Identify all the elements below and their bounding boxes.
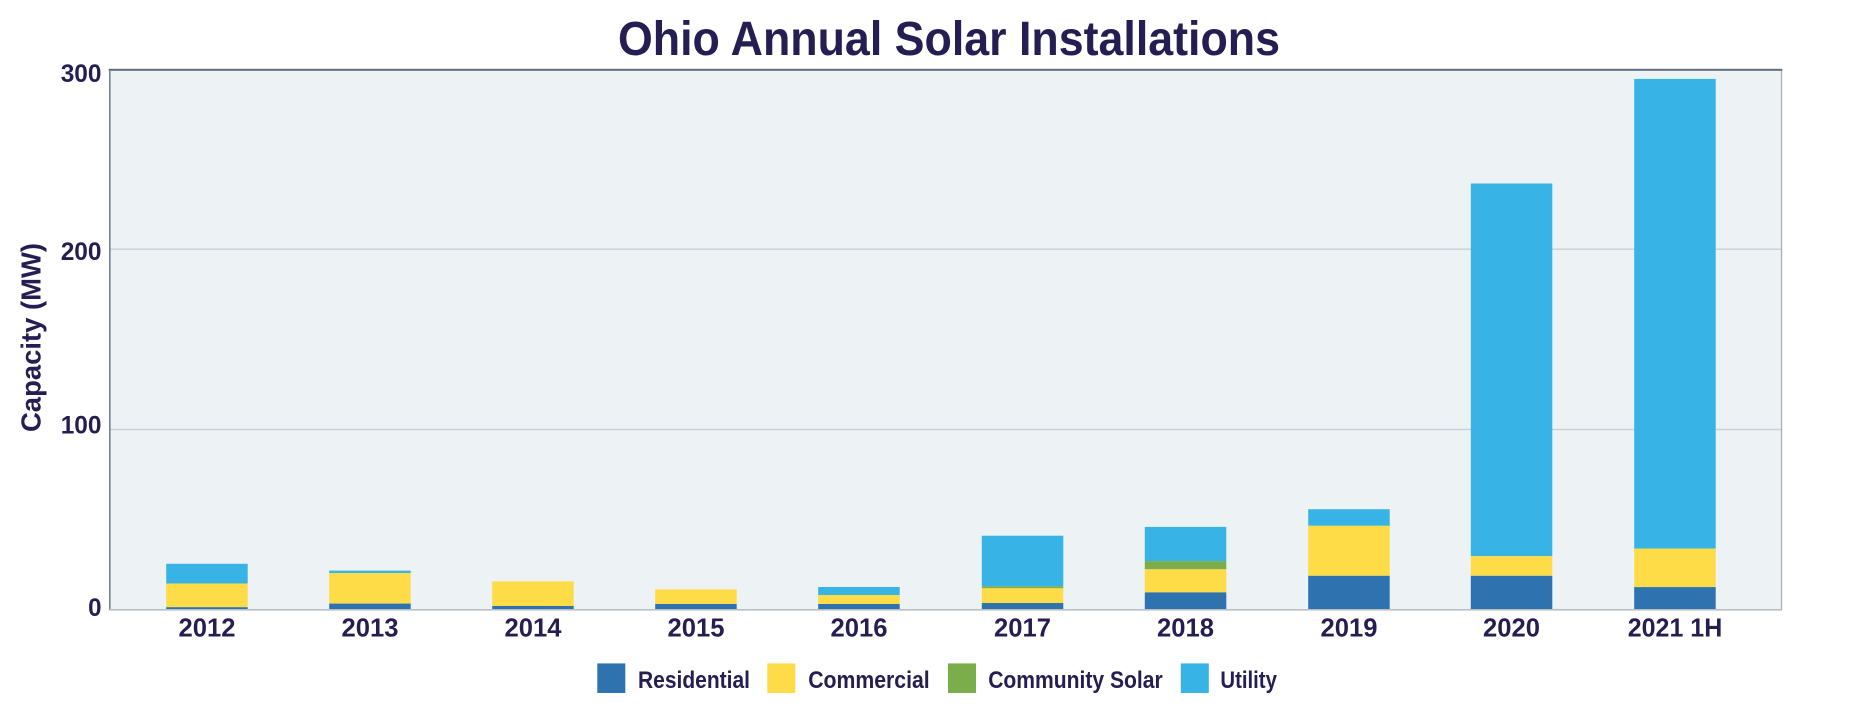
svg-text:300: 300	[61, 60, 102, 88]
svg-text:100: 100	[61, 412, 102, 440]
svg-text:2014: 2014	[505, 613, 563, 643]
svg-text:2018: 2018	[1157, 613, 1214, 643]
svg-text:2017: 2017	[994, 613, 1051, 643]
svg-text:Community Solar: Community Solar	[988, 667, 1162, 694]
svg-text:200: 200	[61, 238, 102, 266]
svg-text:2015: 2015	[668, 613, 725, 643]
svg-text:2012: 2012	[179, 613, 236, 643]
svg-text:2016: 2016	[831, 613, 888, 643]
svg-text:Utility: Utility	[1220, 667, 1277, 694]
svg-text:2013: 2013	[342, 613, 399, 643]
svg-text:Capacity (MW): Capacity (MW)	[16, 243, 47, 432]
svg-text:2020: 2020	[1483, 613, 1540, 643]
svg-text:0: 0	[88, 594, 101, 622]
svg-text:Residential: Residential	[638, 667, 750, 694]
svg-text:Ohio Annual Solar Installation: Ohio Annual Solar Installations	[618, 13, 1280, 66]
svg-text:2021 1H: 2021 1H	[1628, 613, 1723, 643]
svg-text:2019: 2019	[1321, 613, 1378, 643]
svg-text:Commercial: Commercial	[808, 667, 930, 694]
